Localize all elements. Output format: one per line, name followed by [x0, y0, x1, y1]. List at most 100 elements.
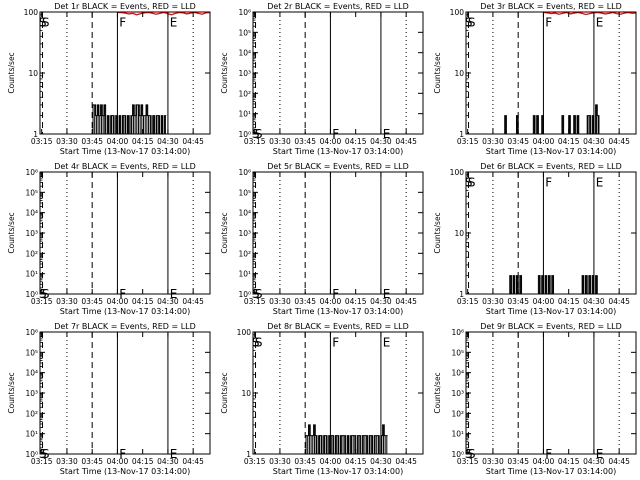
y-axis-label: Counts/sec [7, 372, 16, 413]
phase-letter: F [332, 335, 339, 349]
x-tick-label: 04:45 [395, 457, 417, 466]
y-tick-label: 10⁵ [451, 348, 464, 357]
x-tick-label: 04:00 [533, 297, 555, 306]
y-tick-label: 1 [459, 290, 464, 299]
x-tick-label: 03:45 [294, 137, 316, 146]
plot-frame [465, 171, 637, 295]
x-tick-label: 03:15 [457, 137, 479, 146]
y-tick-label: 10² [238, 89, 251, 98]
x-tick-label: 04:15 [345, 297, 367, 306]
phase-letter: E [596, 15, 604, 29]
x-tick-label: 04:45 [608, 137, 630, 146]
x-tick-label: 04:45 [608, 297, 630, 306]
chart-title: Det 2r BLACK = Events, RED = LLD [267, 2, 409, 11]
x-tick-label: 03:45 [294, 297, 316, 306]
phase-letter: E [170, 15, 178, 29]
x-tick-label: 03:45 [507, 137, 529, 146]
x-tick-label: 04:30 [583, 137, 605, 146]
chart-title: Det 9r BLACK = Events, RED = LLD [480, 322, 622, 331]
y-tick-label: 10² [25, 409, 38, 418]
y-tick-label: 10¹ [451, 430, 464, 439]
plot-frame [252, 11, 424, 135]
x-tick-label: 04:00 [320, 297, 342, 306]
x-axis-label: Start Time (13-Nov-17 03:14:00) [273, 307, 403, 316]
x-tick-label: 04:15 [132, 137, 154, 146]
y-tick-label: 1 [246, 450, 251, 459]
phase-letter: F [119, 15, 126, 29]
x-tick-label: 03:30 [269, 457, 291, 466]
chart-title: Det 6r BLACK = Events, RED = LLD [480, 162, 622, 171]
y-tick-label: 10¹ [238, 270, 251, 279]
phase-letter: S [468, 15, 476, 29]
x-tick-label: 03:15 [457, 297, 479, 306]
phase-letter: F [545, 175, 552, 189]
phase-letter: F [545, 15, 552, 29]
lld-series [543, 11, 637, 16]
y-tick-label: 10¹ [25, 270, 38, 279]
x-axis-label: Start Time (13-Nov-17 03:14:00) [60, 307, 190, 316]
phase-letter: S [255, 335, 263, 349]
phase-letter: S [42, 15, 50, 29]
x-tick-label: 03:30 [56, 457, 78, 466]
y-tick-label: 10⁶ [238, 168, 251, 177]
y-axis-label: Counts/sec [7, 212, 16, 253]
x-tick-label: 04:00 [533, 137, 555, 146]
x-tick-label: 04:15 [345, 457, 367, 466]
y-tick-label: 10⁶ [238, 8, 251, 17]
y-tick-label: 10³ [25, 229, 38, 238]
y-tick-label: 10⁰ [451, 450, 464, 459]
x-tick-label: 04:15 [132, 297, 154, 306]
y-tick-label: 10⁰ [25, 290, 38, 299]
y-tick-label: 100 [450, 8, 465, 17]
y-tick-label: 10⁴ [25, 369, 38, 378]
phase-letter: S [468, 175, 476, 189]
x-tick-label: 03:30 [269, 297, 291, 306]
x-tick-label: 04:00 [107, 297, 129, 306]
y-tick-label: 10 [454, 69, 464, 78]
x-tick-label: 04:00 [107, 137, 129, 146]
y-tick-label: 100 [237, 328, 252, 337]
x-tick-label: 03:30 [56, 297, 78, 306]
x-tick-label: 04:00 [533, 457, 555, 466]
x-tick-label: 03:15 [31, 137, 53, 146]
x-tick-label: 03:45 [294, 457, 316, 466]
x-tick-label: 04:30 [157, 457, 179, 466]
plot-frame [465, 331, 637, 455]
y-tick-label: 10 [454, 229, 464, 238]
plot-frame [39, 331, 211, 455]
x-tick-label: 04:45 [395, 137, 417, 146]
y-tick-label: 100 [24, 8, 39, 17]
y-tick-label: 10⁵ [238, 188, 251, 197]
x-tick-label: 04:45 [608, 457, 630, 466]
chart-title: Det 7r BLACK = Events, RED = LLD [54, 322, 196, 331]
y-tick-label: 10² [451, 409, 464, 418]
y-axis-label: Counts/sec [220, 52, 229, 93]
x-tick-label: 03:30 [482, 457, 504, 466]
x-tick-label: 03:15 [31, 297, 53, 306]
chart-title: Det 3r BLACK = Events, RED = LLD [480, 2, 622, 11]
chart-title: Det 8r BLACK = Events, RED = LLD [267, 322, 409, 331]
y-tick-label: 10⁵ [25, 188, 38, 197]
y-tick-label: 10⁰ [238, 130, 251, 139]
x-tick-label: 04:15 [558, 137, 580, 146]
x-tick-label: 04:00 [320, 137, 342, 146]
x-tick-label: 04:15 [558, 297, 580, 306]
x-tick-label: 03:45 [507, 297, 529, 306]
x-tick-label: 04:15 [558, 457, 580, 466]
x-tick-label: 03:30 [482, 297, 504, 306]
x-tick-label: 03:15 [244, 457, 266, 466]
x-tick-label: 03:15 [244, 137, 266, 146]
y-tick-label: 10² [25, 249, 38, 258]
x-tick-label: 03:45 [81, 137, 103, 146]
x-tick-label: 04:30 [370, 457, 392, 466]
y-axis-label: Counts/sec [220, 212, 229, 253]
phase-letter-echo: S [252, 335, 260, 349]
